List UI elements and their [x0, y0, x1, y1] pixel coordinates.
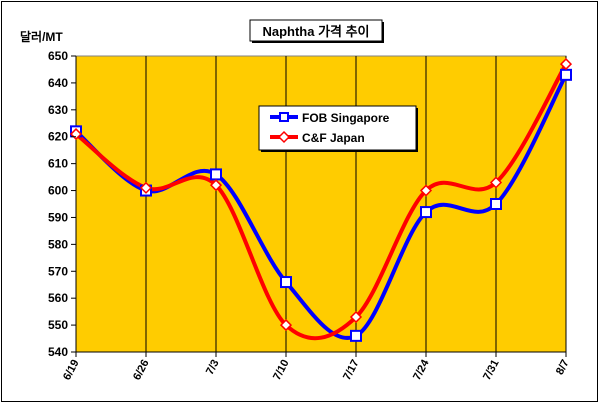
marker-c-f-japan-7-17	[349, 310, 363, 324]
marker-fob-singapore-7-10	[280, 276, 292, 289]
legend-shadow-bottom	[261, 150, 418, 152]
y-tick-label-610: 610	[48, 157, 68, 171]
x-tick-label-6-19: 6/19	[61, 358, 82, 383]
x-tick-label-7-3: 7/3	[204, 358, 222, 377]
y-tick-label-590: 590	[48, 210, 68, 224]
marker-c-f-japan-7-3	[209, 179, 223, 192]
x-tick-label-7-31: 7/31	[481, 358, 502, 383]
y-tick-label-620: 620	[48, 130, 68, 144]
legend-label-fob-singapore: FOB Singapore	[302, 111, 390, 125]
y-tick-label-560: 560	[48, 291, 68, 305]
title-shadow-right	[382, 22, 384, 43]
y-tick-label-640: 640	[48, 76, 68, 90]
x-tick-label-6-26: 6/26	[131, 358, 152, 383]
marker-fob-singapore-7-24	[420, 206, 432, 219]
marker-fob-singapore-7-31	[490, 198, 502, 210]
legend-marker-fob-singapore	[279, 112, 289, 122]
marker-c-f-japan-7-10	[279, 319, 293, 332]
y-tick-label-540: 540	[48, 345, 68, 359]
marker-fob-singapore-7-3	[210, 168, 222, 181]
chart-title: Naphtha 가격 추이	[262, 24, 369, 39]
plot-area	[75, 55, 567, 353]
y-tick-label-570: 570	[48, 264, 68, 278]
marker-fob-singapore-8-7	[560, 68, 572, 81]
x-tick-label-8-7: 8/7	[554, 358, 572, 377]
x-tick-label-7-24: 7/24	[411, 357, 432, 382]
y-tick-label-600: 600	[48, 184, 68, 198]
marker-c-f-japan-7-31	[489, 176, 503, 189]
legend-shadow-right	[416, 108, 418, 152]
y-tick-label-550: 550	[48, 318, 68, 332]
y-tick-label-580: 580	[48, 237, 68, 251]
legend: FOB Singapore C&F Japan	[258, 105, 418, 152]
x-tick-label-7-10: 7/10	[271, 358, 292, 383]
marker-fob-singapore-7-17	[350, 329, 362, 342]
y-tick-label-650: 650	[48, 49, 68, 63]
marker-c-f-japan-7-24	[419, 184, 433, 197]
legend-marker-cf-japan	[277, 130, 291, 144]
y-axis-label: 달러/MT	[20, 29, 63, 44]
legend-label-cf-japan: C&F Japan	[302, 131, 365, 145]
marker-c-f-japan-8-7	[559, 58, 573, 71]
marker-c-f-japan-6-26	[139, 181, 153, 194]
y-tick-label-630: 630	[48, 103, 68, 117]
x-tick-label-7-17: 7/17	[341, 358, 362, 383]
title-shadow-bottom	[252, 41, 384, 43]
